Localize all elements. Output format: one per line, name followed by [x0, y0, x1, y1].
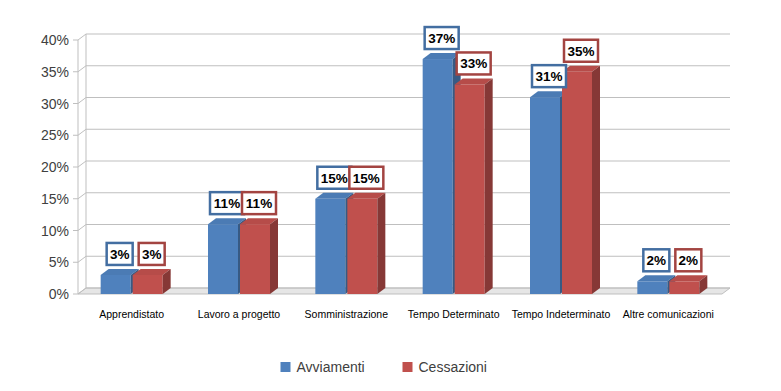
- bars: [101, 53, 708, 294]
- y-tick: [73, 40, 78, 41]
- grid-line: [78, 161, 730, 167]
- legend-label: Avviamenti: [297, 359, 365, 375]
- data-labels: 3% 3% 11% 11% 15% 15% 37% 33% 31% 35% 2% 2%: [107, 27, 702, 271]
- legend-label: Cessazioni: [419, 359, 487, 375]
- y-tick: [73, 262, 78, 263]
- y-tick-label: 0%: [49, 286, 69, 302]
- data-label: 33%: [460, 56, 487, 71]
- data-label: 37%: [428, 31, 455, 46]
- y-tick: [73, 103, 78, 104]
- data-label-box: [564, 40, 598, 62]
- grid-line: [78, 225, 730, 231]
- data-label-box: [210, 192, 244, 214]
- y-tick-label: 40%: [41, 32, 69, 48]
- data-label-box: [675, 249, 701, 271]
- data-label-box: [425, 27, 459, 49]
- y-tick: [73, 294, 78, 295]
- bar: [530, 97, 560, 294]
- grid-line: [78, 129, 730, 135]
- bar: [637, 281, 667, 294]
- bar: [347, 199, 377, 294]
- data-label: 3%: [142, 247, 162, 262]
- y-tick: [73, 198, 78, 199]
- data-label: 2%: [647, 253, 667, 268]
- bar: [208, 224, 238, 294]
- data-label-box: [349, 167, 383, 189]
- chart: 0% 5% 10% 15% 20% 25% 30% 35% 40% 3% 3% 11% 11% 15% 15…: [0, 0, 781, 391]
- data-label-box: [457, 52, 491, 74]
- y-tick-label: 10%: [41, 223, 69, 239]
- bar: [669, 281, 699, 294]
- x-tick-label: Lavoro a progetto: [198, 308, 280, 320]
- x-tick-label: Altre comunicazioni: [623, 308, 714, 320]
- bar-side: [699, 275, 707, 294]
- x-tick-label: Tempo Determinato: [408, 308, 500, 320]
- data-label-box: [532, 65, 566, 87]
- bar: [562, 72, 592, 294]
- bar-side: [270, 218, 278, 294]
- data-label: 15%: [353, 171, 380, 186]
- y-tick-label: 5%: [49, 254, 69, 270]
- bar-side: [592, 66, 600, 294]
- bar-side: [377, 193, 385, 294]
- bar-side: [163, 269, 171, 294]
- data-label: 11%: [214, 196, 240, 211]
- legend-swatch: [403, 362, 413, 372]
- y-tick: [73, 230, 78, 231]
- legend-swatch: [281, 362, 291, 372]
- grid-line: [78, 98, 730, 104]
- grid-line: [78, 193, 730, 199]
- grid-line: [78, 288, 730, 294]
- y-tick: [73, 71, 78, 72]
- data-label-box: [107, 243, 133, 265]
- y-tick-label: 35%: [41, 64, 69, 80]
- bar: [455, 84, 485, 294]
- grid-line: [78, 256, 730, 262]
- y-tick-label: 15%: [41, 191, 69, 207]
- data-label: 2%: [679, 253, 699, 268]
- bar-side: [485, 78, 493, 294]
- data-label-box: [317, 167, 351, 189]
- grid-line: [78, 66, 730, 72]
- grid-line: [78, 34, 730, 40]
- bar: [133, 275, 163, 294]
- data-label: 11%: [246, 196, 272, 211]
- data-label-box: [643, 249, 669, 271]
- data-label: 15%: [321, 171, 348, 186]
- bar: [101, 275, 131, 294]
- floor: [78, 288, 730, 294]
- y-tick-label: 20%: [41, 159, 69, 175]
- bar: [315, 199, 345, 294]
- y-tick: [73, 167, 78, 168]
- bar: [240, 224, 270, 294]
- data-label: 3%: [110, 247, 130, 262]
- y-tick: [73, 135, 78, 136]
- legend: Avviamenti Cessazioni: [281, 359, 487, 375]
- x-tick-label: Somministrazione: [305, 308, 389, 320]
- y-tick-label: 30%: [41, 96, 69, 112]
- bar: [423, 59, 453, 294]
- data-label-box: [139, 243, 165, 265]
- y-tick-label: 25%: [41, 127, 69, 143]
- x-tick-label: Tempo Indeterminato: [512, 308, 611, 320]
- x-tick-label: Apprendistato: [99, 308, 164, 320]
- data-label: 35%: [567, 44, 594, 59]
- data-label-box: [242, 192, 276, 214]
- data-label: 31%: [535, 69, 562, 84]
